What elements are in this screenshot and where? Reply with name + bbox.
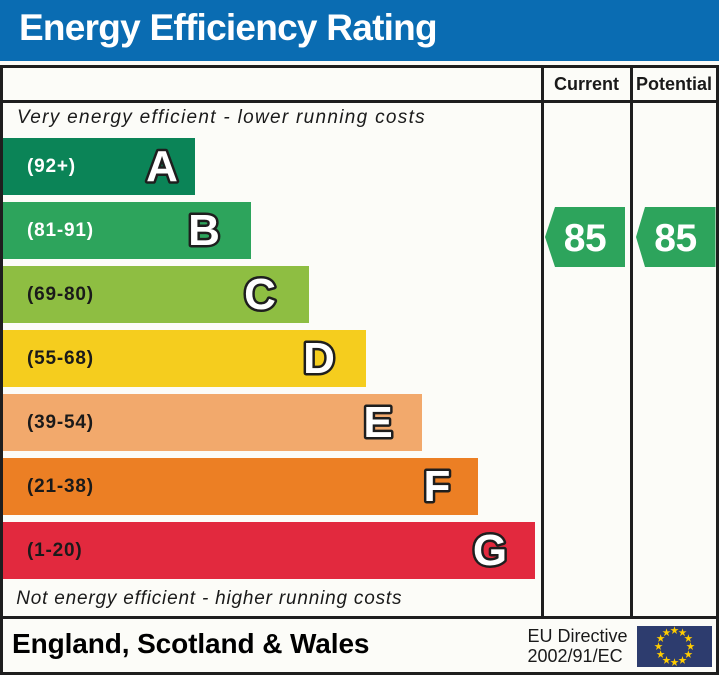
svg-text:D: D bbox=[303, 334, 335, 383]
svg-text:B: B bbox=[188, 206, 220, 255]
svg-text:85: 85 bbox=[654, 217, 696, 260]
svg-text:G: G bbox=[472, 526, 506, 575]
svg-text:A: A bbox=[146, 142, 178, 191]
svg-text:85: 85 bbox=[564, 217, 606, 260]
svg-text:C: C bbox=[244, 270, 276, 319]
svg-text:E: E bbox=[363, 398, 392, 447]
svg-text:F: F bbox=[423, 462, 450, 511]
